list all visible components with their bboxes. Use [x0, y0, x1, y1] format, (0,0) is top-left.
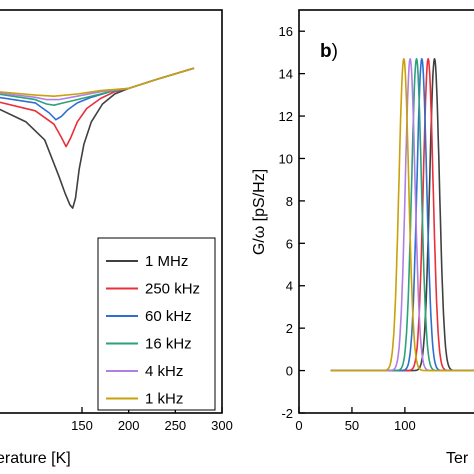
- panel-b-series-line-0: [330, 57, 474, 372]
- panel-a-x-tick-label-0: 150: [71, 418, 93, 433]
- panel-a-series-line-0: [0, 67, 195, 209]
- panel-a-x-tick-label-1: 200: [118, 418, 140, 433]
- panel-a-x-tick-label-2: 250: [164, 418, 186, 433]
- panel-b-x-ticks: 0 50 100: [295, 407, 416, 433]
- panel-b-y-ticks: -2 0 2 4 6 8 10 12 14 16: [279, 24, 305, 421]
- panel-b-y-tick-label-7: 12: [279, 109, 293, 124]
- legend-label-1: 250 kHz: [145, 281, 200, 298]
- legend-label-4: 4 kHz: [145, 363, 183, 380]
- legend-items: 1 MHz 250 kHz 60 kHz 16 kHz 4 kHz 1 kHz: [106, 253, 200, 408]
- panel-b-y-tick-label-9: 16: [279, 24, 293, 39]
- panel-a-series-line-5: [0, 67, 195, 97]
- panel-b-y-axis-label: G/ω [pS/Hz]: [251, 169, 268, 255]
- panel-a-series-line-3: [0, 67, 195, 106]
- panel-b-series-line-3: [330, 57, 474, 372]
- legend: 1 MHz 250 kHz 60 kHz 16 kHz 4 kHz 1 kHz: [97, 237, 216, 411]
- legend-label-2: 60 kHz: [145, 308, 192, 325]
- panel-b-x-tick-label-0: 0: [295, 418, 302, 433]
- panel-a: 150 200 250 300 erature [K] 1 MHz 250 kHz 60 …: [0, 9, 233, 467]
- panel-b-series-group: [330, 57, 474, 372]
- panel-b-x-axis-label: Ter: [446, 450, 469, 467]
- panel-b-y-tick-label-8: 14: [279, 67, 293, 82]
- panel-b-x-tick-label-1: 50: [345, 418, 359, 433]
- panel-b-y-tick-label-5: 8: [286, 194, 293, 209]
- panel-b-x-tick-label-2: 100: [394, 418, 416, 433]
- panel-b-frame: [298, 9, 474, 414]
- legend-label-3: 16 kHz: [145, 336, 192, 353]
- panel-b-y-tick-label-0: -2: [281, 406, 293, 421]
- panel-b-series-line-1: [330, 57, 474, 372]
- panel-a-x-ticks: 150 200 250 300: [71, 407, 233, 433]
- panel-a-series-group: [0, 67, 195, 209]
- legend-label-0: 1 MHz: [145, 253, 188, 270]
- panel-b-series-line-4: [330, 57, 474, 372]
- panel-a-series-line-1: [0, 67, 195, 148]
- legend-box: [97, 237, 216, 411]
- panel-a-frame: [0, 9, 223, 414]
- panel-b-tag-letter: b: [320, 41, 332, 62]
- panel-a-x-tick-label-3: 300: [211, 418, 233, 433]
- panel-b-y-tick-label-6: 10: [279, 151, 293, 166]
- panel-b-y-tick-label-4: 6: [286, 236, 293, 251]
- legend-label-5: 1 kHz: [145, 391, 183, 408]
- panel-b-y-tick-label-1: 0: [286, 364, 293, 379]
- panel-b-series-line-5: [330, 57, 474, 372]
- panel-b-tag: b): [320, 41, 338, 62]
- panel-b-y-tick-label-2: 2: [286, 321, 293, 336]
- panel-b-series-line-2: [330, 57, 474, 372]
- panel-b-y-tick-label-3: 4: [286, 279, 293, 294]
- panel-b-tag-paren: ): [332, 41, 338, 62]
- panel-a-x-axis-label: erature [K]: [0, 450, 71, 467]
